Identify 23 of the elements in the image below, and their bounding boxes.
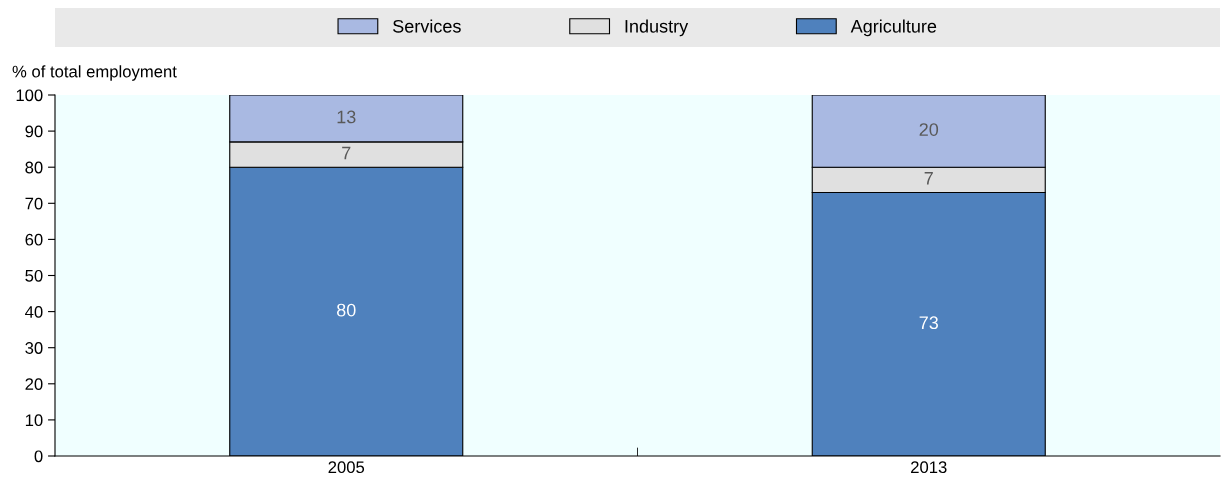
y-tick-label: 100 (16, 89, 43, 102)
data-label: 7 (342, 146, 351, 160)
legend-label: Industry (625, 19, 689, 37)
y-tick-label: 50 (25, 269, 43, 282)
data-label: 80 (336, 303, 356, 317)
y-tick-label: 40 (25, 306, 43, 318)
data-label: 20 (919, 123, 939, 136)
x-tick-label: 2005 (328, 461, 365, 474)
legend-label: Agriculture (850, 19, 937, 37)
data-label: 7 (924, 172, 933, 185)
y-tick-label: 90 (25, 125, 43, 138)
y-tick-label: 60 (25, 233, 43, 246)
data-label: 73 (919, 316, 938, 330)
legend-label: Services (393, 19, 461, 33)
x-tick-label: 2013 (911, 461, 947, 474)
data-label: 13 (337, 110, 356, 124)
y-tick-label: 80 (25, 161, 43, 174)
y-tick-label: 10 (25, 414, 43, 427)
y-tick-label: 0 (34, 450, 43, 463)
y-tick-label: 70 (25, 197, 43, 210)
y-tick-label: 20 (25, 378, 43, 390)
y-tick-label: 30 (25, 342, 43, 354)
y-axis-title: % of total employment (12, 65, 177, 81)
